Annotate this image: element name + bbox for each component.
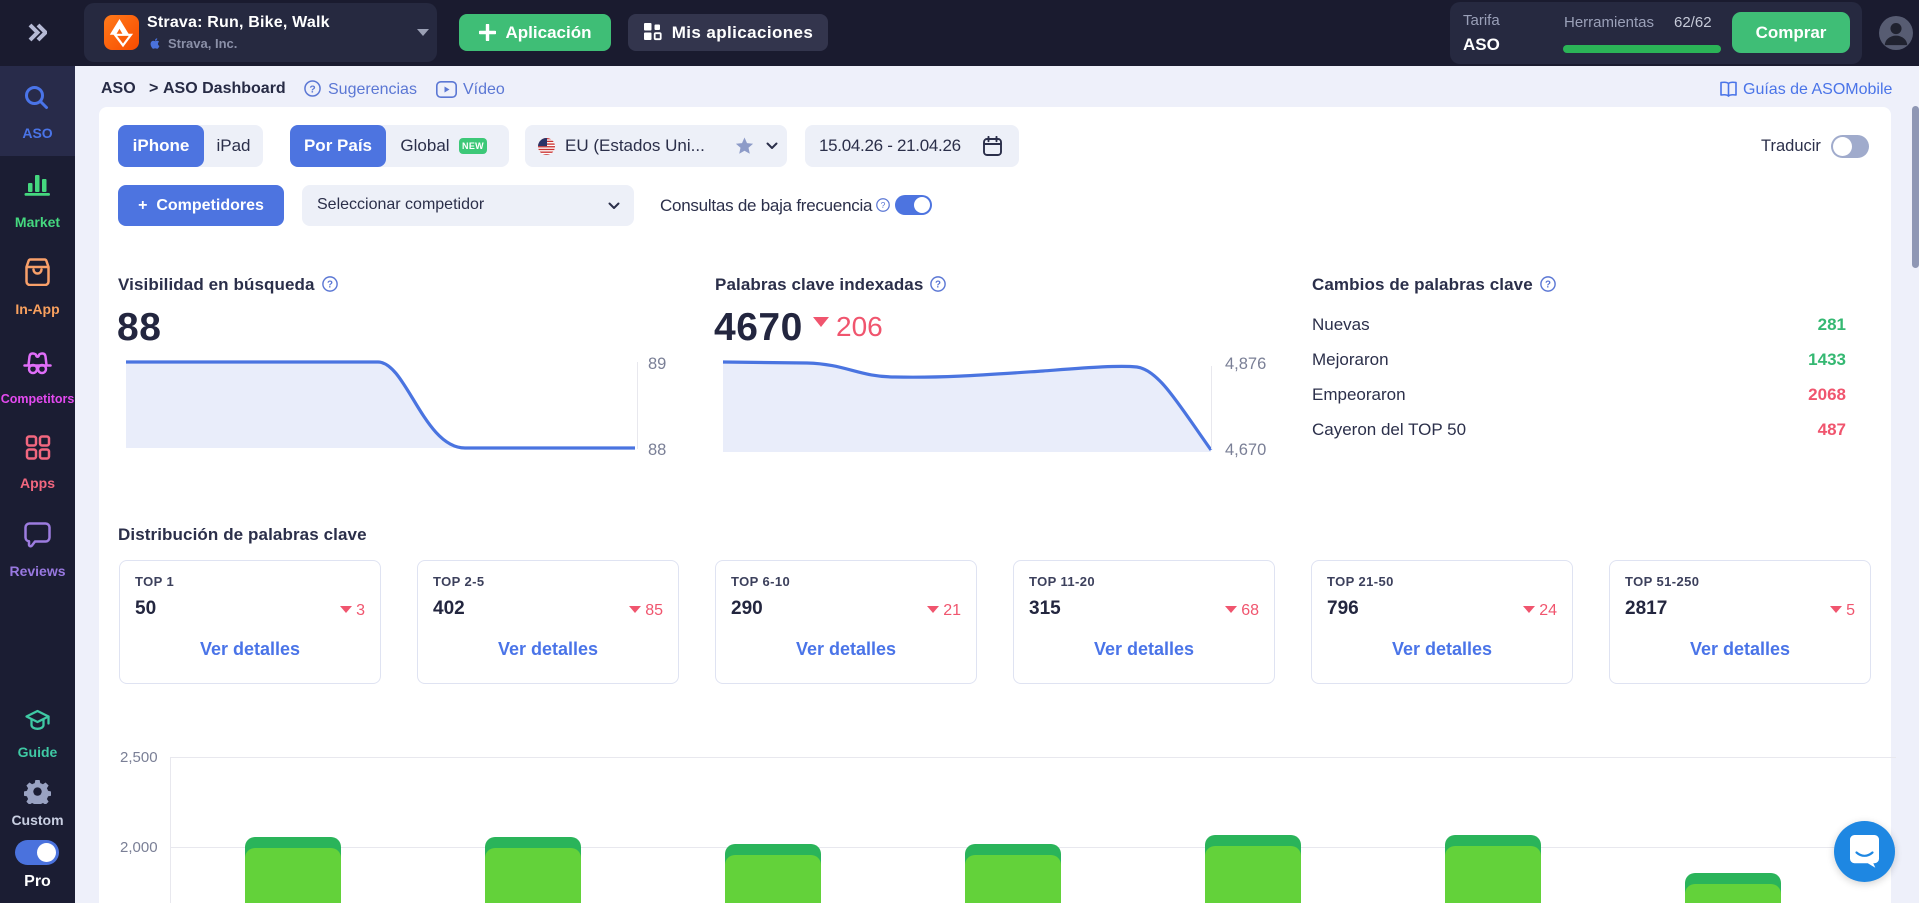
svg-text:?: ? — [309, 84, 315, 95]
svg-text:?: ? — [327, 280, 333, 291]
svg-text:?: ? — [881, 200, 886, 210]
svg-text:?: ? — [935, 280, 941, 291]
svg-text:?: ? — [1545, 280, 1551, 291]
